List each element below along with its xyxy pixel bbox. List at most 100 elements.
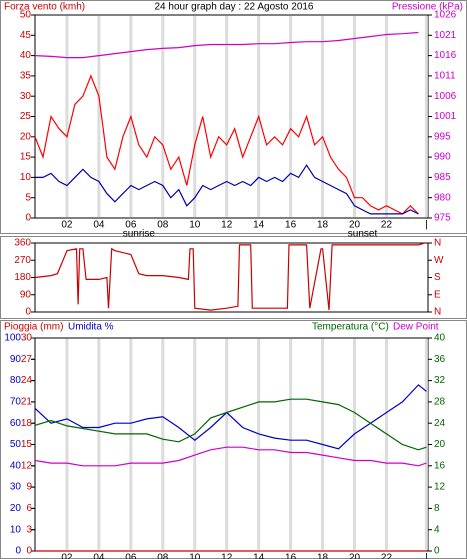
series-line: [35, 164, 419, 215]
plot-area: [34, 337, 429, 552]
annotation: sunrise: [123, 229, 156, 240]
y-tick-label: 0: [15, 546, 21, 557]
y-tick-label: 70: [10, 397, 22, 408]
y3-tick-label: 27: [21, 354, 33, 365]
x-tick-label: 10: [189, 220, 201, 231]
y2-tick-label: 12: [434, 482, 446, 493]
y2-tick-label: 8: [434, 503, 440, 514]
y2-tick-label: 975: [434, 213, 451, 224]
x-tick-label: 12: [221, 220, 233, 231]
plot-area: [34, 14, 429, 219]
x-tick-label: 12: [221, 553, 233, 559]
y3-tick-label: 15: [21, 439, 33, 450]
series-line: [34, 31, 419, 59]
y2-tick-label: 1016: [434, 50, 457, 61]
y2-tick-label: E: [434, 289, 441, 300]
y-tick-label: 20: [10, 503, 22, 514]
x-tick-label: 08: [157, 553, 169, 559]
y-tick-label: 100: [4, 333, 21, 344]
y2-tick-label: 40: [434, 333, 446, 344]
x-tick-label: 20: [349, 553, 361, 559]
y-tick-label: 45: [20, 30, 32, 41]
y-tick-label: 90: [10, 354, 22, 365]
y-tick-label: 180: [14, 272, 31, 283]
y-tick-label: 40: [10, 460, 22, 471]
y2-tick-label: 995: [434, 131, 451, 142]
y2-tick-label: 1006: [434, 91, 457, 102]
y-tick-label: 80: [10, 375, 22, 386]
y3-tick-label: 24: [21, 375, 33, 386]
annotation: sunset: [348, 229, 378, 240]
x-tick-label: 16: [285, 553, 297, 559]
y3-tick-label: 12: [21, 460, 33, 471]
y-tick-label: 30: [10, 482, 22, 493]
x-tick-label: 18: [317, 553, 329, 559]
y2-tick-label: 985: [434, 172, 451, 183]
x-tick-label: 16: [285, 220, 297, 231]
x-tick-label: 10: [189, 553, 201, 559]
y2-tick-label: 4: [434, 524, 440, 535]
y-tick-label: 40: [20, 50, 32, 61]
y-tick-label: 360: [14, 238, 31, 249]
y2-tick-label: 1011: [434, 71, 456, 82]
x-tick-label: 22: [381, 220, 393, 231]
y2-tick-label: W: [434, 255, 444, 266]
y-tick-label: 30: [20, 91, 32, 102]
y3-tick-label: 9: [26, 482, 32, 493]
y-tick-label: 90: [20, 289, 32, 300]
y-tick-label: 35: [20, 71, 32, 82]
y2-tick-label: 16: [434, 460, 446, 471]
x-tick-label: |: [425, 553, 428, 559]
y-axis-label: Forza vento (kmh): [4, 2, 85, 13]
y2-tick-label: 24: [434, 418, 446, 429]
y2-tick-label: 28: [434, 397, 446, 408]
y2-axis-label: Pressione (kPa): [392, 2, 463, 13]
series-line: [34, 242, 425, 311]
y2-tick-label: S: [434, 272, 441, 283]
y-tick-label: 50: [10, 439, 22, 450]
y-tick-label: 0: [25, 307, 31, 318]
legend-label: Pioggia (mm): [4, 322, 63, 333]
y-tick-label: 15: [20, 152, 32, 163]
y2-tick-label: 32: [434, 375, 446, 386]
y2-tick-label: 36: [434, 354, 446, 365]
y2-tick-label: 20: [434, 439, 446, 450]
chart-title: 24 hour graph day : 22 Agosto 2016: [154, 2, 313, 13]
x-tick-label: 06: [125, 220, 137, 231]
x-tick-label: 20: [349, 220, 361, 231]
x-tick-label: 08: [157, 220, 169, 231]
x-tick-label: 06: [125, 553, 137, 559]
y-tick-label: 25: [20, 111, 32, 122]
y3-tick-label: 18: [21, 418, 33, 429]
y-tick-label: 20: [20, 131, 32, 142]
y3-tick-label: 21: [21, 397, 33, 408]
y3-tick-label: 3: [26, 524, 32, 535]
legend-label: Umidita %: [68, 322, 114, 333]
y2-tick-label: N: [434, 238, 441, 249]
legend-label: Temperatura (°C): [312, 322, 389, 333]
legend-label: Dew Point: [393, 322, 439, 333]
x-tick-label: 22: [381, 553, 393, 559]
y-tick-label: 10: [20, 172, 32, 183]
x-tick-label: 14: [253, 553, 265, 559]
x-tick-label: 04: [93, 553, 105, 559]
plot-area: [34, 242, 429, 313]
y2-tick-label: 1021: [434, 30, 457, 41]
x-tick-label: 04: [93, 220, 105, 231]
y-tick-label: 5: [25, 192, 31, 203]
y-tick-label: 270: [14, 255, 31, 266]
y3-tick-label: 6: [26, 503, 32, 514]
x-tick-label: |: [425, 220, 428, 231]
y2-tick-label: 990: [434, 152, 451, 163]
y2-tick-label: 980: [434, 192, 451, 203]
series-line: [34, 398, 427, 451]
y2-tick-label: 0: [434, 546, 440, 557]
y-tick-label: 60: [10, 418, 22, 429]
y3-tick-label: 0: [26, 546, 32, 557]
y-tick-label: 50: [20, 10, 32, 21]
series-line: [34, 74, 419, 215]
series-line: [34, 384, 427, 450]
series-line: [34, 446, 427, 467]
y-tick-label: 10: [10, 524, 22, 535]
